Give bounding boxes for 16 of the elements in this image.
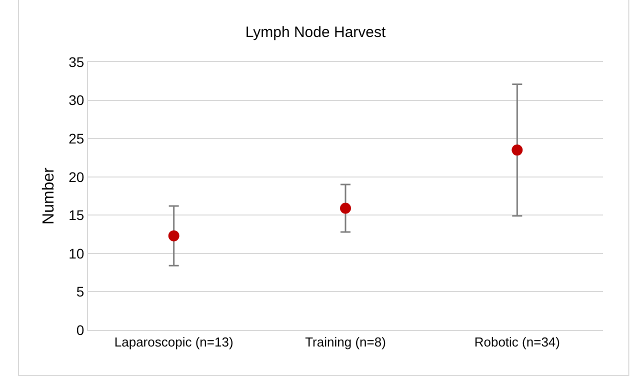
chart-title: Lymph Node Harvest [245,24,386,41]
y-tick-label: 30 [68,92,84,108]
y-tick-label: 25 [68,130,84,146]
x-tick-label: Laparoscopic (n=13) [114,334,234,350]
point [168,230,180,242]
y-axis-title: Number [40,166,58,224]
y-tick-label: 10 [68,245,84,262]
point [340,202,351,214]
y-tick-label: 20 [68,168,84,185]
x-tick-label: Training (n=8) [305,334,386,350]
point [512,144,523,156]
y-tick-label: 0 [76,322,84,338]
y-tick-label: 35 [68,54,84,70]
y-tick-label: 15 [68,207,84,224]
y-tick-label: 5 [76,284,84,300]
x-tick-label: Robotic (n=34) [474,334,560,350]
